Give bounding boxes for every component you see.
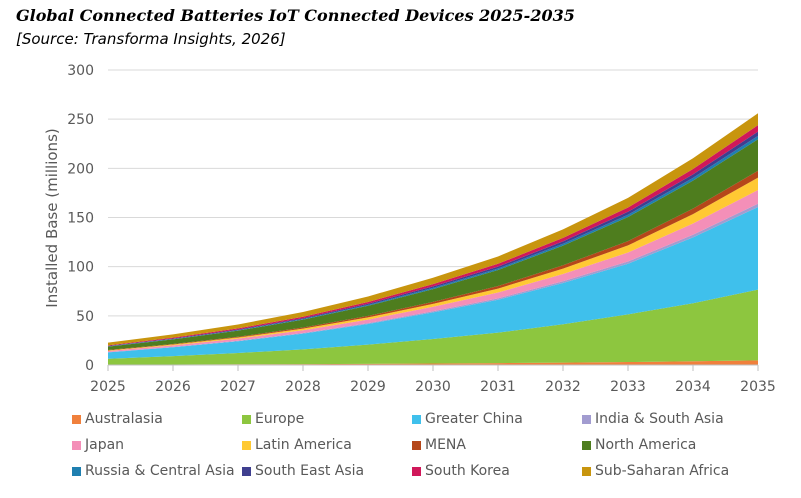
legend-label: India & South Asia	[595, 411, 724, 427]
y-tick-label: 250	[67, 112, 94, 128]
legend-label: North America	[595, 437, 697, 453]
legend-item: South East Asia	[242, 463, 412, 479]
legend-item: North America	[582, 437, 782, 453]
y-tick-label: 300	[67, 63, 94, 79]
x-tick-label: 2028	[285, 379, 321, 395]
y-tick-label: 200	[67, 161, 94, 177]
y-tick-label: 150	[67, 211, 94, 227]
legend-item: Japan	[72, 437, 242, 453]
legend-swatch	[412, 414, 421, 424]
legend-label: South East Asia	[255, 463, 365, 479]
legend-label: MENA	[425, 437, 466, 453]
legend-label: Latin America	[255, 437, 352, 453]
x-tick-label: 2029	[350, 379, 386, 395]
x-tick-label: 2033	[610, 379, 646, 395]
legend-item: Greater China	[412, 411, 582, 427]
legend-label: Japan	[85, 437, 125, 453]
legend-swatch	[412, 440, 421, 450]
legend-item: MENA	[412, 437, 582, 453]
legend-label: Sub-Saharan Africa	[595, 463, 730, 479]
chart-title: Global Connected Batteries IoT Connected…	[16, 6, 575, 25]
legend-item: India & South Asia	[582, 411, 782, 427]
legend-swatch	[582, 440, 591, 450]
y-tick-label: 100	[67, 260, 94, 276]
legend-swatch	[582, 466, 591, 476]
y-tick-label: 0	[85, 358, 94, 374]
legend-swatch	[582, 414, 591, 424]
axes: 0 50 100 150 200 250 300 2025 2026 2027 2028 2029 20…	[67, 63, 776, 395]
legend-item: Australasia	[72, 411, 242, 427]
area-australasia	[108, 360, 758, 365]
legend-item: Sub-Saharan Africa	[582, 463, 782, 479]
legend-swatch	[72, 440, 81, 450]
legend: Australasia Europe Greater China India & So…	[72, 411, 792, 479]
legend-label: Russia & Central Asia	[85, 463, 235, 479]
legend-item: South Korea	[412, 463, 582, 479]
x-tick-label: 2025	[90, 379, 126, 395]
x-tick-label: 2034	[675, 379, 711, 395]
area-europe	[108, 289, 758, 365]
legend-swatch	[412, 466, 421, 476]
legend-swatch	[242, 414, 251, 424]
x-tick-label: 2026	[155, 379, 191, 395]
legend-item: Europe	[242, 411, 412, 427]
legend-label: Greater China	[425, 411, 523, 427]
legend-item: Russia & Central Asia	[72, 463, 242, 479]
y-tick-label: 50	[76, 309, 94, 325]
legend-swatch	[242, 466, 251, 476]
legend-label: South Korea	[425, 463, 510, 479]
legend-label: Australasia	[85, 411, 163, 427]
chart-subtitle: [Source: Transforma Insights, 2026]	[16, 30, 286, 48]
x-tick-label: 2030	[415, 379, 451, 395]
legend-swatch	[242, 440, 251, 450]
legend-swatch	[72, 414, 81, 424]
legend-item: Latin America	[242, 437, 412, 453]
legend-label: Europe	[255, 411, 305, 427]
x-tick-label: 2027	[220, 379, 256, 395]
x-tick-label: 2032	[545, 379, 581, 395]
area-greater-china	[108, 206, 758, 359]
x-tick-label: 2035	[740, 379, 776, 395]
x-tick-label: 2031	[480, 379, 516, 395]
series-areas	[108, 113, 758, 365]
legend-swatch	[72, 466, 81, 476]
y-axis-label: Installed Base (millions)	[43, 128, 61, 307]
